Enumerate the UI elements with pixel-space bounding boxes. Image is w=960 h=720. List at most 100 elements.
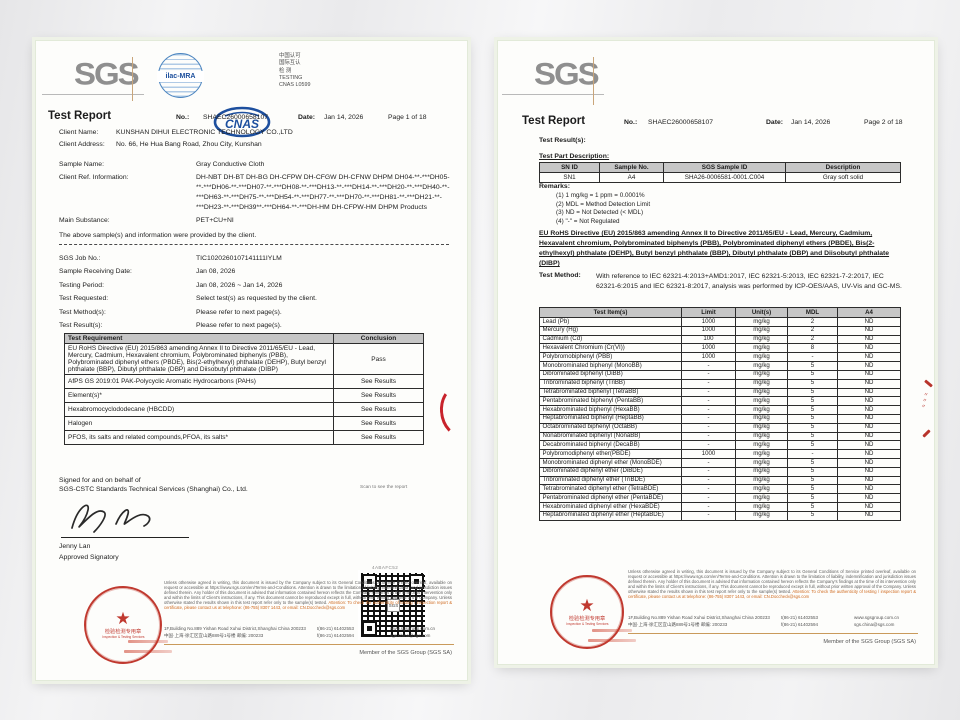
job-info-row: Test Method(s): Please refer to next pag… [59,306,453,319]
unit-cell: mg/kg [735,413,788,424]
mdl-cell: - [787,449,838,459]
test-item-cell: Octabrominated biphenyl (OctaBB) [539,422,682,433]
qr-finder-icon [362,621,377,636]
limit-cell: - [681,431,736,442]
legal-disclaimer: Unless otherwise agreed in writing, this… [628,569,916,613]
part-col-header: SN ID [539,162,600,173]
results-table-row: Pentabrominated biphenyl (PentaBB) - mg/… [539,396,901,407]
tel-line: t(86-21) 61402553 [317,626,355,631]
field-label: Testing Period: [59,281,104,289]
field-label: SGS Job No.: [59,255,101,262]
qr-finder-icon [409,574,424,589]
provided-note: The above sample(s) and information were… [59,232,257,239]
test-item-cell: Dibrominated biphenyl (DiBB) [539,369,682,380]
mdl-cell: 5 [787,361,838,371]
unit-cell: mg/kg [735,352,788,363]
col-conclusion: Conclusion [333,333,424,344]
results-table-row: Polybromodiphenyl ether(PBDE) 1000 mg/kg… [539,449,901,459]
limit-cell: 100 [681,334,736,345]
result-cell: ND [837,317,901,327]
stamp-cn-text: 检验检测专用章 [568,616,606,622]
requirement-table-wrap: Test Requirement Conclusion EU RoHS Dire… [64,333,424,445]
unit-cell: mg/kg [735,378,788,389]
web-line: www.sgsgroup.com.cn [390,626,436,631]
results-table-row: Tetrabrominated diphenyl ether (TetraBDE… [539,484,901,495]
test-item-cell: Nonabrominated biphenyl (NonaBB) [539,431,682,442]
signed-for-line: Signed for and on behalf of [59,477,141,484]
conclusion-cell: See Results [333,388,424,403]
mdl-cell: 5 [787,493,838,504]
field-value: Select test(s) as requested by the clien… [196,295,317,303]
conclusion-cell: Pass [333,343,424,375]
registration-mark-h [42,94,144,95]
address-en: 1F,Building No.889 Yishan Road Xuhui Dis… [164,626,306,631]
result-cell: ND [837,458,901,468]
field-label: Client Ref. Information: [59,173,129,181]
unit-cell: mg/kg [735,466,788,477]
page-title: Test Report [48,110,112,122]
field-value: Please refer to next page(s). [196,308,282,316]
registration-mark-v [593,57,594,105]
unit-cell: mg/kg [735,387,788,398]
part-col-header: Description [785,162,901,173]
requirement-cell: Element(s)* [64,388,334,403]
test-item-cell: Heptabrominated diphenyl ether (HeptaBDE… [539,510,682,521]
mdl-cell: 2 [787,334,838,345]
results-table-wrap: Test Item(s) Limit Unit(s) MDL A4 Lead (Pb) … [539,307,901,521]
svg-text:CNAS: CNAS [225,117,259,131]
field-value: TIC1020260107141111IYLM [196,255,282,262]
test-results-label: Test Result(s): [539,137,586,144]
results-table-row: Hexabrominated biphenyl (HexaBB) - mg/kg… [539,405,901,415]
footer-rule [164,644,454,645]
ilac-mra-logo: ilac-MRA [157,53,204,98]
results-col-header: A4 [837,307,901,318]
limit-cell: - [681,458,736,468]
cnas-accreditation-text: 中国认可 国际互认检 测 TESTING CNAS L0599 [279,53,310,89]
sample-info: Sample Name: Gray Conductive Cloth Clien… [59,160,453,229]
conclusion-cell: See Results [333,430,424,445]
result-cell: ND [837,343,901,354]
results-table-row: Dibrominated biphenyl (DiBB) - mg/kg 5 N… [539,369,901,380]
fax-line: f(86-21) 61402594 [781,621,819,627]
stamp-star-icon: ★ [115,609,131,628]
test-item-cell: Hexavalent Chromium (Cr(VI)) [539,343,682,354]
limit-cell: - [681,466,736,477]
limit-cell: 1000 [681,449,736,459]
field-value: Jan 08, 2026 ~ Jan 14, 2026 [196,281,283,289]
unit-cell: mg/kg [735,493,788,504]
qr-center-logo: SGS [387,599,400,612]
disclaimer-text: Unless otherwise agreed in writing, this… [628,569,916,595]
test-item-cell: Lead (Pb) [539,317,682,327]
field-label: Client Address: [59,141,105,148]
report-page-1: SGS ilac-MRA CNAS 中国认可 国际互认检 测 TESTING CNAS… [35,40,468,681]
address-row: 1F,Building No.889 Yishan Road Xuhui Dis… [164,626,452,633]
limit-cell: - [681,475,736,486]
requirement-row: Element(s)* See Results [64,388,424,403]
red-overprint [592,629,632,632]
legal-disclaimer: Unless otherwise agreed in writing, this… [164,580,452,624]
limit-cell: - [681,440,736,451]
field-label: Sample Name: [59,161,104,168]
field-label: Sample Receiving Date: [59,268,132,276]
unit-cell: mg/kg [735,396,788,407]
signature-image [64,496,184,541]
registration-mark-v [132,57,133,101]
registration-mark-h [502,94,604,95]
page-number: Page 1 of 18 [388,114,427,121]
test-item-cell: Hexabrominated diphenyl ether (HexaBDE) [539,502,682,512]
mdl-cell: 5 [787,475,838,486]
results-table-row: Tetrabrominated biphenyl (TetraBB) - mg/… [539,387,901,398]
limit-cell: 1000 [681,352,736,363]
signature-underline [61,537,189,538]
test-item-cell: Polybromobiphenyl (PBB) [539,352,682,363]
client-info-row: Client Name: KUNSHAN DIHUI ELECTRONIC TE… [59,127,451,139]
page-number: Page 2 of 18 [864,119,903,126]
result-cell: ND [837,334,901,345]
requirement-row: EU RoHS Directive (EU) 2015/863 amending… [64,343,424,375]
limit-cell: - [681,405,736,415]
mdl-cell: 5 [787,510,838,521]
col-test-requirement: Test Requirement [64,333,334,344]
company-stamp: ★ 检验检测专用章 Inspection & Testing Services [550,575,624,649]
requirement-table: Test Requirement Conclusion EU RoHS Dire… [64,333,424,445]
result-cell: ND [837,413,901,424]
